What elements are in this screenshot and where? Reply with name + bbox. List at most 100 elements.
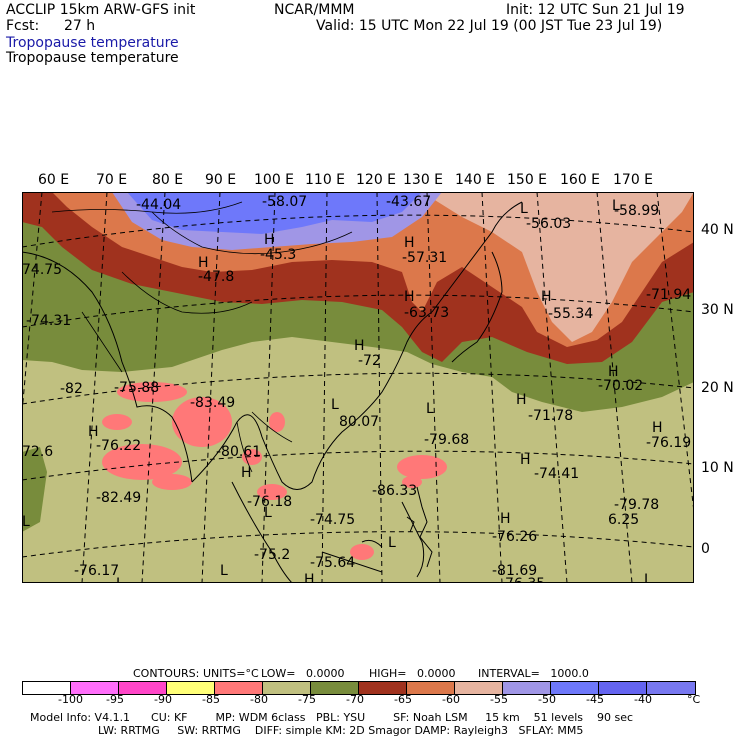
map-value-label: 72.6: [22, 444, 54, 460]
map-value-label: L: [612, 198, 620, 214]
map-value-label: -71.94: [646, 287, 692, 303]
color-swatch: [167, 682, 215, 694]
map-value-label: -82.49: [96, 490, 142, 506]
color-swatch: [71, 682, 119, 694]
map-value-label: -75.2: [254, 547, 291, 563]
color-swatch: [599, 682, 647, 694]
color-bar-tick: -45: [586, 693, 604, 706]
country-borders: [51, 201, 353, 473]
map-value-label: -70.02: [598, 378, 644, 394]
lat-label: 10 N: [701, 460, 734, 476]
color-swatch: [407, 682, 455, 694]
map-value-label: -74.75: [310, 512, 356, 528]
coastlines: [22, 201, 523, 583]
map-value-label: H: [520, 452, 531, 468]
map-value-label: H: [304, 572, 315, 588]
map-value-label: H: [652, 420, 663, 436]
lon-label: 170 E: [613, 172, 654, 188]
lon-label: 110 E: [305, 172, 346, 188]
map-value-label: -86.33: [372, 483, 418, 499]
map-value-label: 80.07: [339, 414, 380, 430]
color-swatch: [23, 682, 71, 694]
valid-time: Valid: 15 UTC Mon 22 Jul 19 (00 JST Tue …: [316, 18, 663, 34]
lat-label: 40 N: [701, 222, 734, 238]
islands: [361, 486, 433, 568]
map-value-label: -55.34: [548, 306, 594, 322]
map-value-label: -45.3: [260, 247, 297, 263]
map-value-label: -83.49: [190, 395, 236, 411]
forecast-label: Fcst:: [6, 18, 40, 34]
map-value-label: H: [88, 424, 99, 440]
init-time: Init: 12 UTC Sun 21 Jul 19: [506, 2, 685, 18]
map-value-label: -75.64: [310, 555, 356, 571]
color-swatch: [263, 682, 311, 694]
color-bar-tick: -80: [250, 693, 268, 706]
lon-label: 140 E: [455, 172, 496, 188]
map-value-label: -58.07: [262, 194, 308, 210]
lat-label: 0: [701, 541, 710, 557]
map-value-label: L: [520, 201, 528, 217]
map-value-label: -71.78: [528, 408, 574, 424]
color-bar-tick: -50: [538, 693, 556, 706]
olive-west: [22, 447, 47, 532]
map-value-label: -76.26: [492, 529, 538, 545]
map-value-label: H: [241, 465, 252, 481]
map-value-label: -58.99: [614, 203, 660, 219]
map-value-label: -75.88: [114, 380, 160, 396]
map-value-label: -76.22: [96, 438, 142, 454]
color-bar-unit: °C: [687, 693, 701, 706]
map-value-label: -82: [60, 381, 83, 397]
tropopause-map: [22, 192, 694, 583]
map-value-label: -47.8: [198, 269, 235, 285]
map-value-label: L: [331, 397, 339, 413]
color-swatch: [647, 682, 695, 694]
model-info-line1: Model Info: V4.1.1 CU: KF MP: WDM 6class…: [30, 711, 634, 724]
color-bar-tick: -70: [346, 693, 364, 706]
lon-label: 120 E: [356, 172, 397, 188]
map-value-label: H: [608, 364, 619, 380]
lat-label: 20 N: [701, 380, 734, 396]
map-value-label: -72: [358, 353, 381, 369]
map-value-label: H: [516, 392, 527, 408]
map-value-label: -63.73: [404, 305, 450, 321]
color-swatch: [359, 682, 407, 694]
lon-label: 80 E: [152, 172, 184, 188]
color-bar: [22, 681, 696, 695]
color-bar-tick: -55: [490, 693, 508, 706]
lat-lon-grid: [22, 192, 694, 583]
field-title-blue: Tropopause temperature: [6, 35, 179, 51]
light-pink-region: [422, 192, 694, 342]
map-value-label: L: [644, 572, 652, 588]
map-value-label: L: [220, 563, 228, 579]
map-value-label: L: [22, 514, 30, 530]
lat-label: 30 N: [701, 302, 734, 318]
map-value-label: -74.41: [534, 466, 580, 482]
map-value-label: -80.61: [216, 444, 262, 460]
color-bar-tick: -100: [58, 693, 83, 706]
color-bar-tick: -65: [394, 693, 412, 706]
map-value-label: -81.69: [492, 563, 538, 579]
forecast-value: 27 h: [64, 18, 96, 34]
map-value-label: -76.17: [74, 563, 120, 579]
map-value-label: H: [500, 511, 511, 527]
map-value-label: L: [426, 401, 434, 417]
contours-label: CONTOURS:: [133, 667, 200, 680]
model-title: ACCLIP 15km ARW-GFS init: [6, 2, 196, 18]
color-swatch: [119, 682, 167, 694]
color-bar-tick: -90: [154, 693, 172, 706]
lon-label: 60 E: [38, 172, 70, 188]
map-value-label: L: [388, 535, 396, 551]
color-bar-tick: -40: [634, 693, 652, 706]
map-value-label: H: [541, 289, 552, 305]
color-bar-tick: -95: [106, 693, 124, 706]
map-value-label: -44.04: [136, 197, 182, 213]
high-label: HIGH= 0.0000: [369, 667, 456, 680]
color-bar-tick: -75: [298, 693, 316, 706]
map-value-label: 6.25: [608, 512, 640, 528]
color-swatch: [311, 682, 359, 694]
color-swatch: [215, 682, 263, 694]
map-value-label: L: [264, 505, 272, 521]
low-label: LOW= 0.0000: [261, 667, 345, 680]
map-value-label: -56.03: [526, 216, 572, 232]
